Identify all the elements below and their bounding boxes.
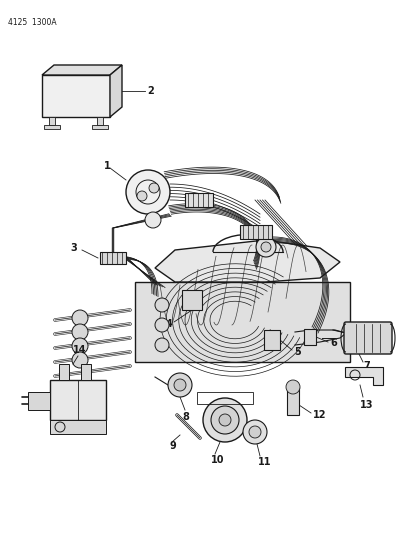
Circle shape bbox=[72, 338, 88, 354]
Circle shape bbox=[219, 414, 231, 426]
FancyBboxPatch shape bbox=[92, 125, 108, 129]
Text: 7: 7 bbox=[363, 361, 370, 371]
FancyBboxPatch shape bbox=[28, 392, 50, 410]
Circle shape bbox=[72, 310, 88, 326]
Text: 14: 14 bbox=[73, 345, 86, 355]
Text: 12: 12 bbox=[313, 410, 326, 420]
Circle shape bbox=[72, 324, 88, 340]
Text: 2: 2 bbox=[147, 86, 154, 96]
FancyBboxPatch shape bbox=[304, 329, 316, 345]
FancyBboxPatch shape bbox=[50, 380, 106, 420]
FancyBboxPatch shape bbox=[97, 117, 103, 125]
FancyBboxPatch shape bbox=[49, 117, 55, 125]
FancyBboxPatch shape bbox=[42, 75, 110, 117]
Circle shape bbox=[203, 398, 247, 442]
Text: 4125  1300A: 4125 1300A bbox=[8, 18, 57, 27]
Circle shape bbox=[126, 170, 170, 214]
Text: 11: 11 bbox=[258, 457, 271, 467]
Text: 8: 8 bbox=[182, 412, 189, 422]
Circle shape bbox=[145, 212, 161, 228]
Circle shape bbox=[211, 406, 239, 434]
Text: 4: 4 bbox=[166, 319, 173, 329]
Text: 10: 10 bbox=[211, 455, 224, 465]
FancyBboxPatch shape bbox=[59, 364, 69, 380]
Polygon shape bbox=[345, 367, 383, 385]
Circle shape bbox=[155, 298, 169, 312]
Circle shape bbox=[137, 191, 147, 201]
Circle shape bbox=[72, 352, 88, 368]
FancyBboxPatch shape bbox=[185, 193, 213, 207]
Text: 3: 3 bbox=[70, 243, 77, 253]
Circle shape bbox=[286, 380, 300, 394]
Text: 9: 9 bbox=[170, 441, 177, 451]
Circle shape bbox=[256, 237, 276, 257]
FancyBboxPatch shape bbox=[44, 125, 60, 129]
FancyBboxPatch shape bbox=[81, 364, 91, 380]
Circle shape bbox=[155, 338, 169, 352]
Circle shape bbox=[249, 426, 261, 438]
Circle shape bbox=[149, 183, 159, 193]
Polygon shape bbox=[110, 65, 122, 117]
FancyBboxPatch shape bbox=[287, 387, 299, 415]
FancyBboxPatch shape bbox=[264, 330, 280, 350]
Circle shape bbox=[243, 420, 267, 444]
FancyBboxPatch shape bbox=[240, 225, 272, 239]
Circle shape bbox=[155, 318, 169, 332]
FancyBboxPatch shape bbox=[50, 420, 106, 434]
Polygon shape bbox=[155, 240, 340, 282]
Circle shape bbox=[174, 379, 186, 391]
Polygon shape bbox=[42, 65, 122, 75]
Text: 5: 5 bbox=[294, 347, 301, 357]
Circle shape bbox=[168, 373, 192, 397]
FancyBboxPatch shape bbox=[135, 282, 350, 362]
Circle shape bbox=[261, 242, 271, 252]
FancyBboxPatch shape bbox=[182, 290, 202, 310]
Text: 1: 1 bbox=[104, 161, 111, 171]
FancyBboxPatch shape bbox=[344, 322, 392, 354]
Text: 6: 6 bbox=[330, 338, 337, 348]
FancyBboxPatch shape bbox=[100, 252, 126, 264]
Text: 13: 13 bbox=[360, 400, 373, 410]
